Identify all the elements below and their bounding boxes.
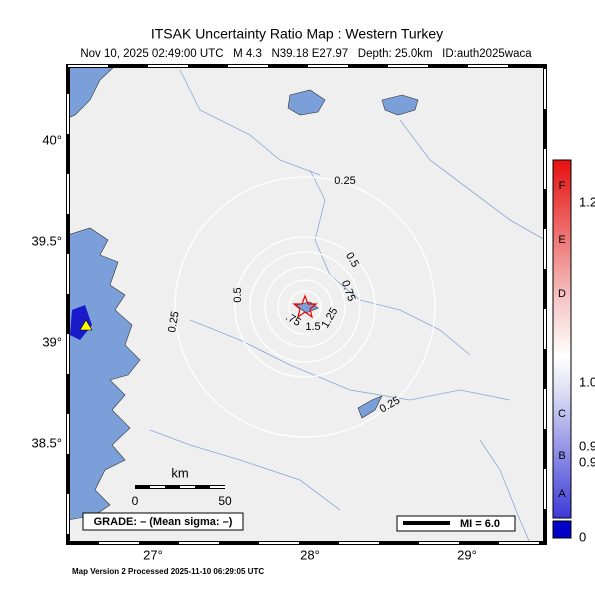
lon-label: 28° <box>300 547 320 562</box>
colorbar <box>552 159 572 519</box>
colorbar-letter: E <box>558 234 565 246</box>
colorbar-value: 1.2 <box>579 194 595 209</box>
legend-box <box>396 515 516 532</box>
footer: Map Version 2 Processed 2025-11-10 06:29… <box>72 567 264 576</box>
map-frame <box>66 64 547 545</box>
sea <box>68 66 116 119</box>
grade-box <box>82 512 244 531</box>
contour-label: 1.5 <box>305 321 320 333</box>
lat-label: 40° <box>42 132 62 147</box>
scale-bar: km 0 50 <box>132 465 232 508</box>
colorbar-value: 0.9 <box>579 438 595 453</box>
colorbar-letter: D <box>558 288 566 300</box>
colorbar-letter: A <box>558 488 566 500</box>
colorbar-value: 0.9 <box>579 454 595 469</box>
lake <box>357 395 383 419</box>
colorbar-letter: B <box>558 450 565 462</box>
island <box>70 305 92 340</box>
lake <box>287 89 326 116</box>
title: ITSAK Uncertainty Ratio Map : Western Tu… <box>151 26 443 42</box>
lat-label: 39° <box>42 334 62 349</box>
lake <box>295 301 319 314</box>
station <box>79 319 93 331</box>
colorbar-value: 0 <box>579 529 586 544</box>
epicenter <box>292 294 318 319</box>
colorbar-zero <box>552 520 572 539</box>
legend-text: MI = 6.0 <box>460 518 500 530</box>
map <box>68 66 545 543</box>
colorbar-letter: F <box>559 180 566 192</box>
lon-label: 29° <box>457 547 477 562</box>
scale-start: 0 <box>132 494 139 508</box>
aegean-sea <box>68 227 141 521</box>
colorbar-value: 1.0 <box>579 374 595 389</box>
lat-label: 39.5° <box>31 233 62 248</box>
scale-unit: km <box>171 465 188 480</box>
contour-label: 0.5 <box>232 287 244 302</box>
grade: GRADE: – (Mean sigma: –) <box>94 516 233 528</box>
colorbar-letter: C <box>558 408 566 420</box>
lon-label: 27° <box>143 547 163 562</box>
scale-end: 50 <box>218 494 232 508</box>
contours <box>174 176 436 438</box>
subtitle: Nov 10, 2025 02:49:00 UTC M 4.3 N39.18 E… <box>80 48 532 60</box>
contour-label: 0.25 <box>166 310 182 333</box>
lat-label: 38.5° <box>31 435 62 450</box>
lake <box>381 94 419 116</box>
contour-label: 0.25 <box>334 175 355 187</box>
